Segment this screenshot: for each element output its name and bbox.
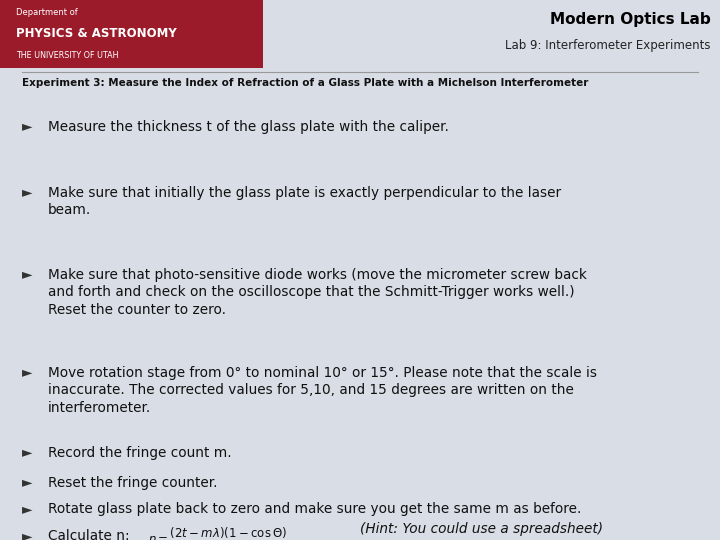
Text: ►: ► xyxy=(22,530,32,540)
Text: Calculate n:: Calculate n: xyxy=(48,530,130,540)
Text: Reset the fringe counter.: Reset the fringe counter. xyxy=(48,476,217,489)
Text: ►: ► xyxy=(22,446,32,460)
Text: Lab 9: Interferometer Experiments: Lab 9: Interferometer Experiments xyxy=(505,39,711,52)
Text: Modern Optics Lab: Modern Optics Lab xyxy=(550,12,711,27)
Text: Make sure that photo-sensitive diode works (move the micrometer screw back
and f: Make sure that photo-sensitive diode wor… xyxy=(48,267,587,317)
Text: Rotate glass plate back to zero and make sure you get the same m as before.: Rotate glass plate back to zero and make… xyxy=(48,503,581,516)
Text: PHYSICS & ASTRONOMY: PHYSICS & ASTRONOMY xyxy=(16,27,176,40)
Text: $n = \dfrac{(2t - m\lambda)(1 - \cos\Theta)}{2t(1 - \cos\Theta) - m\lambda}$: $n = \dfrac{(2t - m\lambda)(1 - \cos\The… xyxy=(148,525,288,540)
Text: ►: ► xyxy=(22,119,32,133)
Text: ►: ► xyxy=(22,503,32,516)
Text: Move rotation stage from 0° to nominal 10° or 15°. Please note that the scale is: Move rotation stage from 0° to nominal 1… xyxy=(48,366,597,415)
Text: ►: ► xyxy=(22,186,32,199)
Text: Department of: Department of xyxy=(16,8,78,17)
Text: Make sure that initially the glass plate is exactly perpendicular to the laser
b: Make sure that initially the glass plate… xyxy=(48,186,561,217)
Text: THE UNIVERSITY OF UTAH: THE UNIVERSITY OF UTAH xyxy=(16,51,118,59)
Text: (Hint: You could use a spreadsheet): (Hint: You could use a spreadsheet) xyxy=(360,523,603,537)
Text: Measure the thickness t of the glass plate with the caliper.: Measure the thickness t of the glass pla… xyxy=(48,119,449,133)
Text: ►: ► xyxy=(22,267,32,281)
Text: Record the fringe count m.: Record the fringe count m. xyxy=(48,446,232,460)
Text: ►: ► xyxy=(22,366,32,380)
Text: ►: ► xyxy=(22,476,32,489)
Text: Experiment 3: Measure the Index of Refraction of a Glass Plate with a Michelson : Experiment 3: Measure the Index of Refra… xyxy=(22,78,588,87)
